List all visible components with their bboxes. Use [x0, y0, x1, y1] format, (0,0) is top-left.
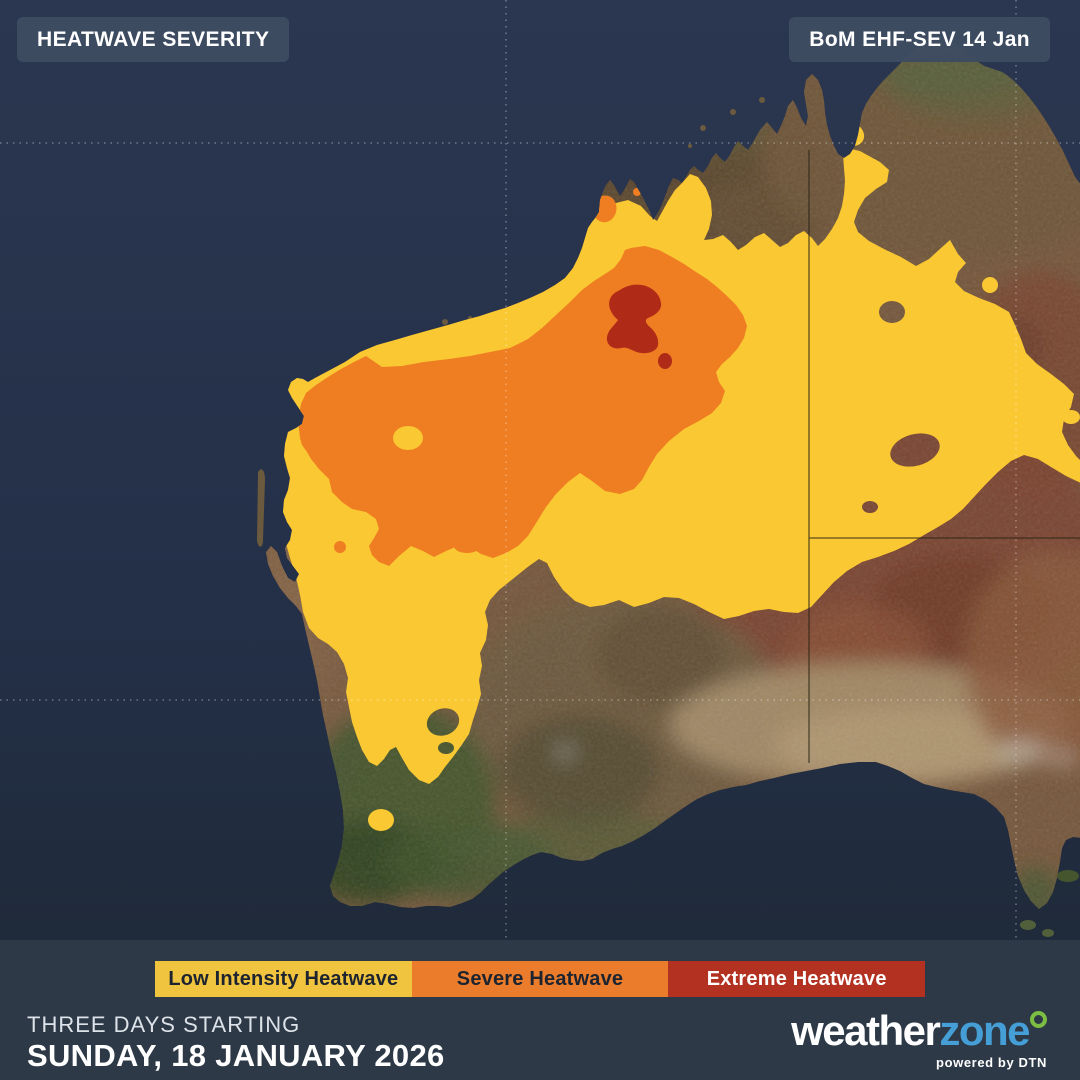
- legend-seg-low: Low Intensity Heatwave: [155, 961, 412, 997]
- heatwave-legend: Low Intensity Heatwave Severe Heatwave E…: [155, 961, 926, 997]
- legend-seg-severe: Severe Heatwave: [411, 961, 669, 997]
- footer-date: SUNDAY, 18 JANUARY 2026: [27, 1038, 445, 1073]
- legend-seg-extreme: Extreme Heatwave: [668, 961, 926, 997]
- weatherzone-logo: weatherzone powered by DTN: [791, 1010, 1047, 1069]
- legend-label-severe: Severe Heatwave: [456, 967, 624, 990]
- islands: [257, 97, 1079, 937]
- logo-degree-icon: [1030, 1011, 1047, 1028]
- footer-bar: Low Intensity Heatwave Severe Heatwave E…: [0, 940, 1080, 1080]
- legend-label-extreme: Extreme Heatwave: [706, 967, 887, 990]
- heat-layer-extreme: [606, 284, 672, 369]
- graticule: [0, 0, 1080, 941]
- logo-weather: weather: [791, 1007, 941, 1054]
- footer-pretitle: THREE DAYS STARTING: [27, 1012, 301, 1037]
- legend-label-low: Low Intensity Heatwave: [168, 967, 399, 990]
- source-badge: BoM EHF-SEV 14 Jan: [789, 17, 1050, 62]
- title-badge: HEATWAVE SEVERITY: [17, 17, 290, 62]
- state-borders: [808, 150, 1080, 763]
- powered-by-dtn: powered by DTN: [936, 1055, 1047, 1070]
- logo-zone: zone: [939, 1007, 1030, 1054]
- heatwave-map: [0, 0, 1080, 941]
